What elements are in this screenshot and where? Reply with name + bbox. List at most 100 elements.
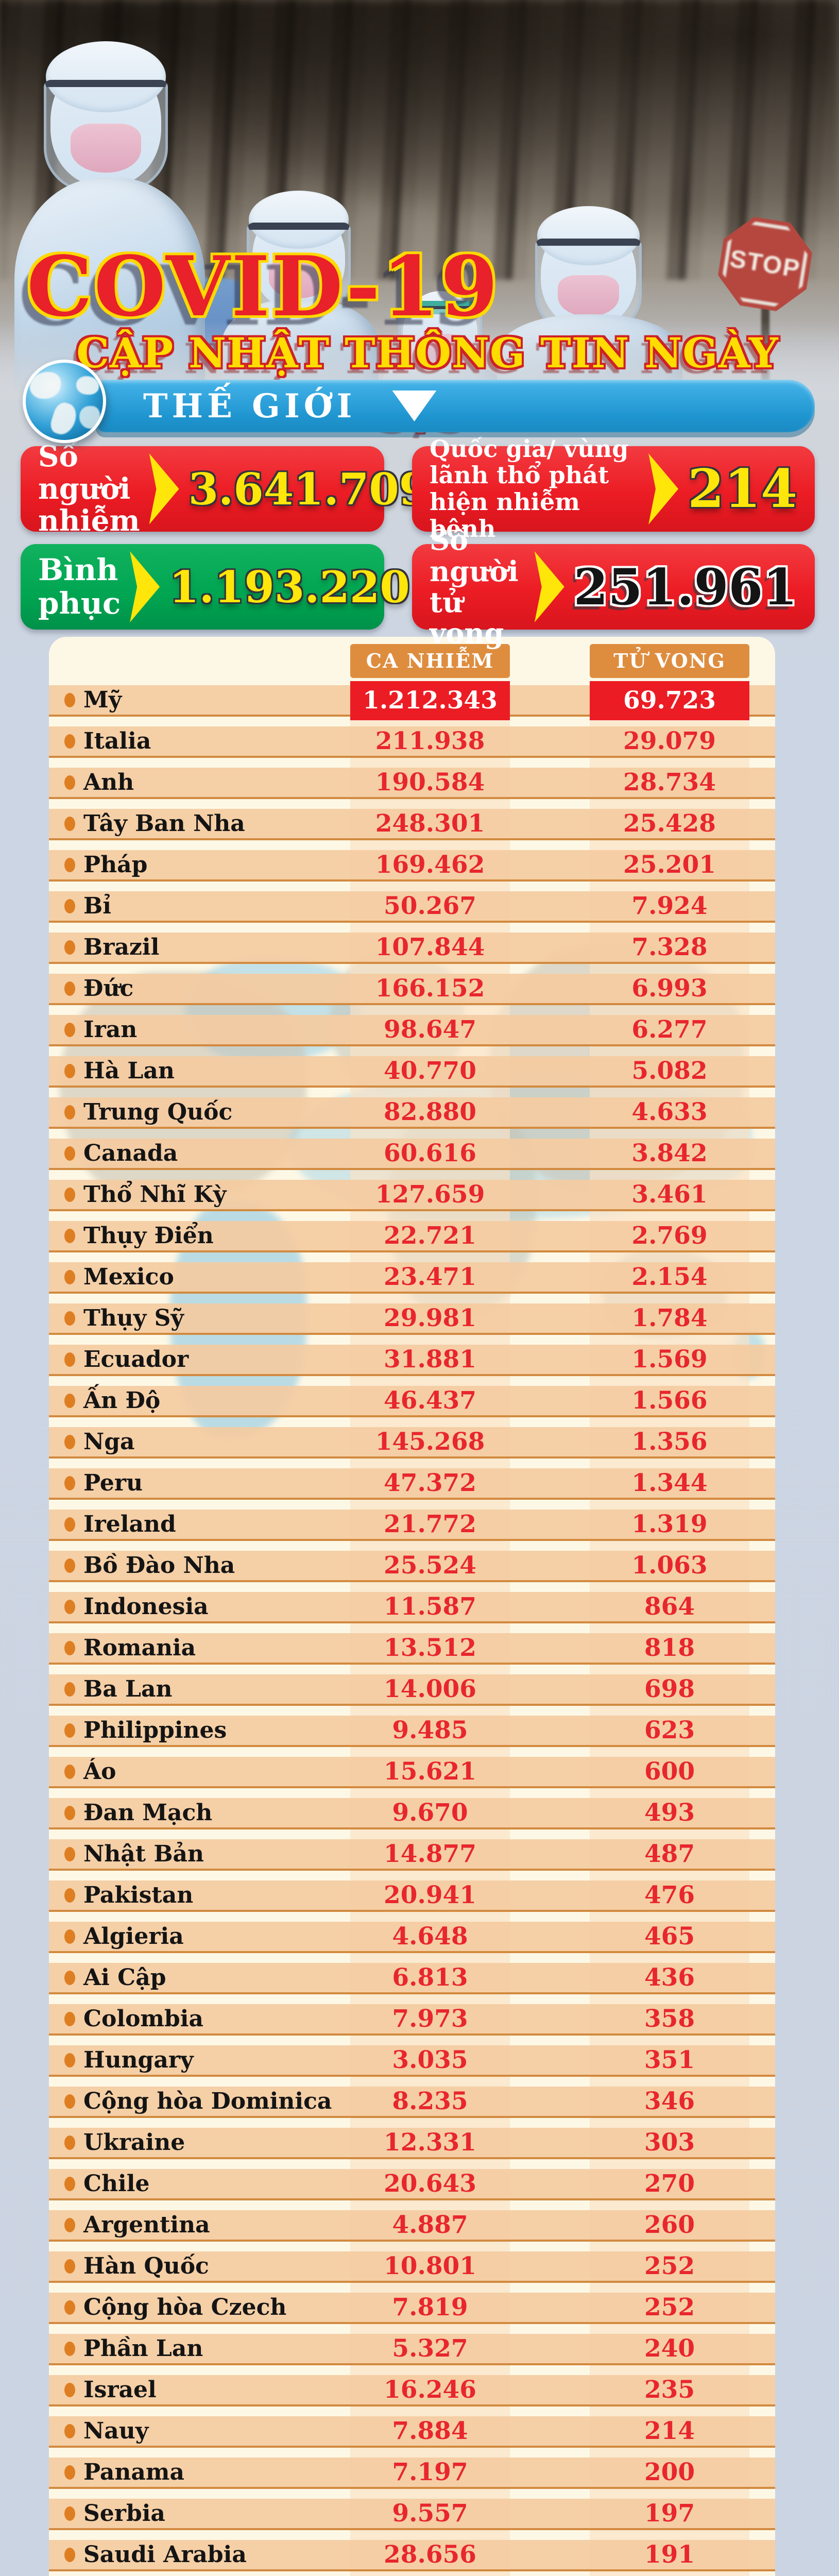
table-row: Italia 211.938 29.079 [49,726,775,758]
country-cell: Trung Quốc [64,1097,232,1127]
cases-value: 22.721 [384,1222,476,1250]
country-name: Phần Lan [83,2335,203,2362]
country-name: Philippines [83,1717,227,1743]
deaths-value: 7.924 [631,892,708,920]
country-cell: Anh [64,768,134,797]
deaths-value: 252 [644,2293,695,2321]
country-cell: Đức [64,974,133,1003]
table-row: Nhật Bản 14.877 487 [49,1839,775,1871]
bullet-icon [64,2176,75,2191]
cases-value: 25.524 [384,1551,476,1580]
country-cell: Ecuador [64,1345,189,1374]
country-cell: Brazil [64,933,159,962]
deaths-value: 303 [644,2128,695,2157]
stat-box-deaths: Số người tử vong 251.961 [412,524,815,649]
deaths-value: 69.723 [590,681,749,720]
country-cell: Italia [64,726,151,756]
country-cell: Bỉ [64,891,111,921]
cases-value: 15.621 [384,1757,476,1786]
country-cell: Hà Lan [64,1056,175,1086]
bullet-icon [64,816,75,831]
cases-value: 20.643 [384,2170,476,2198]
cases-value: 4.648 [392,1922,468,1951]
bullet-icon [64,1517,75,1532]
stat-value: 1.193.220 [169,561,410,613]
deaths-value: 28.734 [623,768,716,796]
cases-value: 3.035 [392,2046,468,2074]
deaths-value: 200 [644,2458,695,2486]
cases-value: 4.887 [392,2211,468,2239]
table-row: Serbia 9.557 197 [49,2499,775,2530]
country-name: Ba Lan [83,1676,173,1702]
country-cell: Hàn Quốc [64,2251,209,2281]
worker-head [535,206,642,334]
deaths-value: 214 [644,2417,695,2445]
cases-value: 14.877 [384,1840,476,1868]
country-name: Chile [83,2171,150,2197]
bullet-icon [64,1434,75,1449]
cases-value: 6.813 [392,1963,468,1992]
country-cell: Colombia [64,2004,203,2033]
bullet-icon [64,1805,75,1820]
bullet-icon [64,1228,75,1243]
country-name: Canada [83,1140,178,1166]
deaths-value: 864 [644,1592,695,1621]
deaths-value: 2.154 [631,1263,708,1291]
table-row: Canada 60.616 3.842 [49,1139,775,1170]
country-name: Nhật Bản [83,1841,204,1867]
globe-icon [23,360,106,443]
cases-value: 7.197 [392,2458,468,2486]
deaths-value: 1.356 [631,1428,708,1456]
table-row: Đan Mạch 9.670 493 [49,1798,775,1829]
cases-value: 10.801 [384,2252,476,2280]
bullet-icon [64,1105,75,1120]
country-cell: Bồ Đào Nha [64,1551,235,1580]
bullet-icon [64,1393,75,1408]
cases-value: 28.656 [384,2540,476,2569]
table-row: Pakistan 20.941 476 [49,1880,775,1912]
cases-value: 29.981 [384,1304,476,1332]
deaths-value: 358 [644,2005,695,2033]
worker-mask [70,124,142,173]
stat-value: 251.961 [573,557,797,616]
bullet-icon [64,2135,75,2150]
table-row: Chile 20.643 270 [49,2169,775,2200]
table-row: Saudi Arabia 28.656 191 [49,2540,775,2571]
country-cell: Romania [64,1633,196,1663]
bullet-icon [64,2300,75,2315]
deaths-value: 487 [644,1840,695,1868]
table-row: Trung Quốc 82.880 4.633 [49,1097,775,1129]
deaths-value: 240 [644,2334,695,2363]
cases-value: 8.235 [392,2087,468,2115]
bullet-icon [64,857,75,872]
table-row: Phần Lan 5.327 240 [49,2334,775,2365]
cases-value: 107.844 [375,933,485,961]
table-row: Đức 166.152 6.993 [49,974,775,1005]
country-name: Bồ Đào Nha [83,1552,235,1579]
bullet-icon [64,1640,75,1655]
country-name: Panama [83,2459,184,2485]
cases-value: 82.880 [384,1098,476,1126]
table-row: Indonesia 11.587 864 [49,1592,775,1623]
table-row: Pháp 169.462 25.201 [49,850,775,882]
bullet-icon [64,2465,75,2480]
triangle-down-icon [392,391,437,421]
table-row: Romania 13.512 818 [49,1633,775,1665]
deaths-value: 1.319 [631,1510,708,1538]
cases-value: 7.973 [392,2005,468,2033]
deaths-value: 1.784 [631,1304,708,1332]
deaths-value: 260 [644,2211,695,2239]
bullet-icon [64,1888,75,1903]
bullet-icon [64,2382,75,2397]
country-name: Peru [83,1470,143,1496]
country-name: Cộng hòa Dominica [83,2088,332,2114]
country-cell: Argentina [64,2210,210,2240]
table-row: Mexico 23.471 2.154 [49,1262,775,1294]
cases-value: 9.485 [392,1716,468,1744]
table-row: Israel 16.246 235 [49,2375,775,2406]
country-name: Thổ Nhĩ Kỳ [83,1181,227,1208]
deaths-value: 1.063 [631,1551,708,1580]
country-name: Hà Lan [83,1058,175,1084]
country-name: Israel [83,2377,157,2403]
bullet-icon [64,1723,75,1738]
